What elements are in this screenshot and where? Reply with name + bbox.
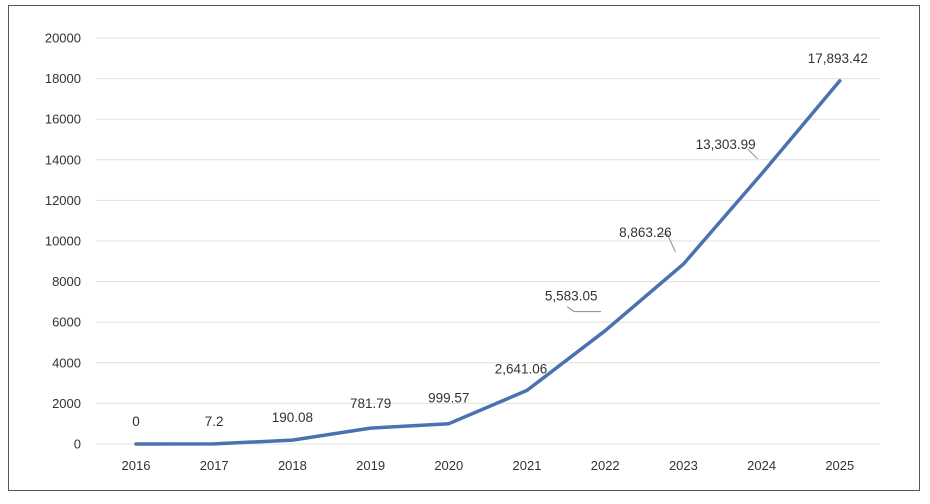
y-tick-label: 6000 <box>52 315 81 330</box>
x-tick-label: 2021 <box>513 458 542 473</box>
x-tick-label: 2019 <box>356 458 385 473</box>
y-tick-label: 0 <box>74 437 81 452</box>
data-label-leader-lines <box>566 148 758 313</box>
y-tick-label: 18000 <box>45 71 81 86</box>
chart-frame <box>8 5 920 491</box>
data-label: 2,641.06 <box>495 361 548 376</box>
data-label: 7.2 <box>205 414 224 429</box>
y-tick-label: 16000 <box>45 112 81 127</box>
x-tick-label: 2016 <box>122 458 151 473</box>
data-label: 13,303.99 <box>696 137 756 152</box>
data-label: 17,893.42 <box>808 51 868 66</box>
series-line <box>134 79 842 446</box>
data-label-leader-line <box>657 233 676 253</box>
series-line-group <box>134 79 842 446</box>
data-label: 781.79 <box>350 396 391 411</box>
y-tick-label: 2000 <box>52 396 81 411</box>
y-tick-label: 4000 <box>52 355 81 370</box>
x-tick-label: 2024 <box>747 458 776 473</box>
data-label: 190.08 <box>272 410 313 425</box>
data-label-leader-line <box>747 148 758 160</box>
x-tick-label: 2022 <box>591 458 620 473</box>
y-axis-tick-labels: 0 2000 4000 6000 8000 10000 12000 14000 16000 180… <box>45 31 81 452</box>
x-tick-label: 2025 <box>825 458 854 473</box>
data-label: 5,583.05 <box>545 289 598 304</box>
y-tick-label: 8000 <box>52 274 81 289</box>
y-tick-label: 12000 <box>45 193 81 208</box>
x-tick-label: 2023 <box>669 458 698 473</box>
y-tick-label: 10000 <box>45 234 81 249</box>
gridlines <box>96 37 880 445</box>
y-tick-label: 20000 <box>45 31 81 46</box>
data-label-leader-line <box>566 306 602 313</box>
data-label: 999.57 <box>428 391 469 406</box>
data-label: 0 <box>132 414 140 429</box>
x-tick-label: 2020 <box>434 458 463 473</box>
x-tick-label: 2017 <box>200 458 229 473</box>
y-tick-label: 14000 <box>45 152 81 167</box>
x-tick-label: 2018 <box>278 458 307 473</box>
data-label: 8,863.26 <box>619 225 672 240</box>
x-axis-tick-labels: 2016 2017 2018 2019 2020 2021 2022 2023 2024 2025 <box>122 458 855 473</box>
data-labels: 0 7.2 190.08 781.79 999.57 2,641.06 5,583.05 8,… <box>132 51 868 429</box>
